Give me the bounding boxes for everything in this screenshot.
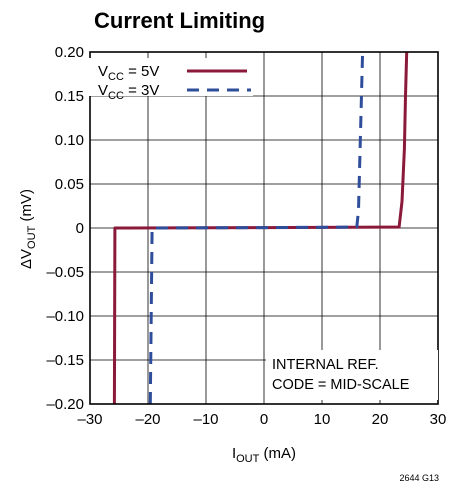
legend-3v-suffix: = 3V <box>124 82 159 99</box>
y-tick-label: –0.15 <box>46 352 84 369</box>
y-tick-label: 0.15 <box>55 88 84 105</box>
y-label-suffix: (mV) <box>18 189 35 226</box>
annotation-line-1: INTERNAL REF. <box>272 357 379 373</box>
annotation-box <box>266 350 438 400</box>
annotation-line-2: CODE = MID-SCALE <box>272 377 410 393</box>
plot-frame <box>89 51 439 405</box>
y-tick-label: –0.05 <box>46 264 84 281</box>
y-label-prefix: ΔV <box>18 249 35 269</box>
legend-label-vcc3: VCC = 3V <box>98 82 159 102</box>
y-tick-label: 0.10 <box>55 132 84 149</box>
x-tick-labels: –30 –20 –10 0 10 20 30 <box>77 411 446 428</box>
figure-code: 2644 G13 <box>399 473 439 483</box>
legend-3v-prefix: V <box>98 82 108 99</box>
x-tick-label: –10 <box>193 411 218 428</box>
y-tick-label: 0 <box>76 220 84 237</box>
x-tick-label: 20 <box>372 411 389 428</box>
x-axis-label: IOUT (mA) <box>232 445 296 465</box>
x-tick-label: –30 <box>77 411 102 428</box>
y-tick-label: 0.05 <box>55 176 84 193</box>
legend-label-vcc5: VCC = 5V <box>98 63 159 83</box>
legend-5v-suffix: = 5V <box>124 63 159 80</box>
y-tick-labels: 0.20 0.15 0.10 0.05 0 –0.05 –0.10 –0.15 –0.20 <box>46 44 84 413</box>
series-line-1 <box>148 51 365 405</box>
y-tick-label: –0.10 <box>46 308 84 325</box>
series-lines <box>112 51 409 405</box>
y-tick-label: –0.20 <box>46 396 84 413</box>
x-tick-label: 10 <box>314 411 331 428</box>
y-tick-label: 0.20 <box>55 44 84 61</box>
x-label-suffix: (mA) <box>259 445 296 462</box>
y-label-sub: OUT <box>26 225 38 249</box>
chart-title: Current Limiting <box>94 8 265 33</box>
x-tick-label: 0 <box>260 411 268 428</box>
legend-3v-sub: CC <box>108 90 124 102</box>
legend-5v-sub: CC <box>108 71 124 83</box>
x-label-main: I <box>232 445 236 462</box>
legend-5v-prefix: V <box>98 63 108 80</box>
x-tick-label: –20 <box>135 411 160 428</box>
series-line-0 <box>112 51 409 405</box>
y-axis-label: ΔVOUT (mV) <box>18 189 38 269</box>
x-tick-label: 30 <box>430 411 447 428</box>
x-label-sub: OUT <box>236 453 260 465</box>
legend-box <box>87 58 253 96</box>
